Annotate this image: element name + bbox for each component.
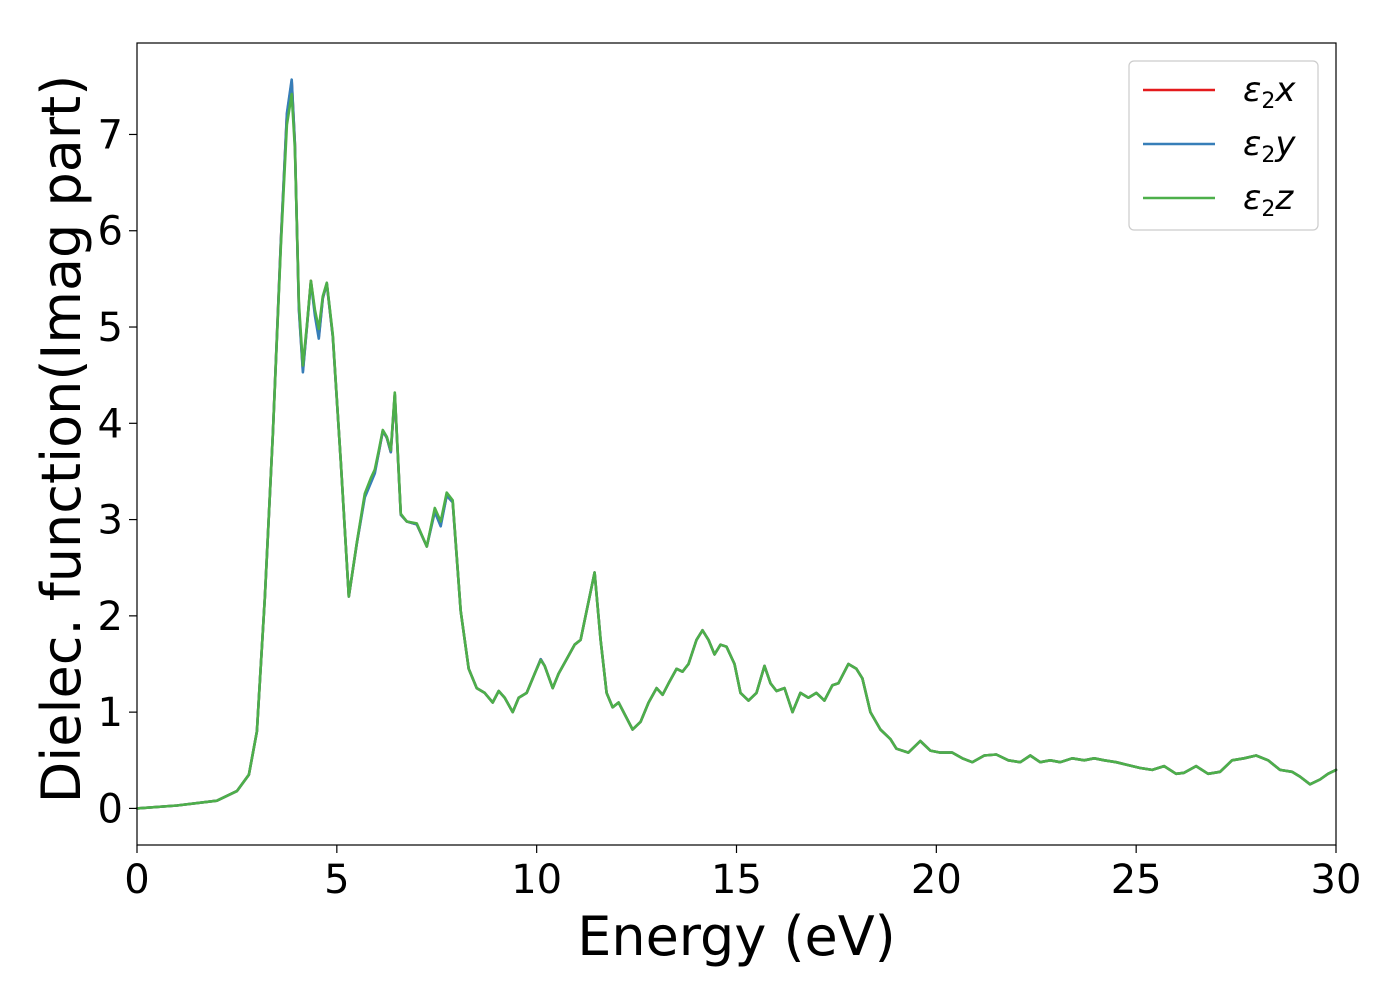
x-tick-label: 5 (324, 857, 349, 903)
x-axis-label: Energy (eV) (577, 905, 896, 968)
y-tick-label: 3 (98, 498, 123, 544)
x-tick-label: 25 (1111, 857, 1162, 903)
y-axis-label: Dielec. function(Imag part) (30, 75, 93, 804)
series-layer (135, 78, 1338, 810)
y-tick-label: 4 (98, 401, 123, 447)
y-tick-label: 0 (98, 786, 123, 832)
legend-label-z: ε2z (1243, 178, 1294, 222)
legend-label-x: ε2x (1243, 70, 1296, 114)
x-tick-label: 10 (511, 857, 562, 903)
x-axis-ticks: 0 5 10 15 20 25 30 (124, 845, 1361, 903)
x-tick-label: 15 (711, 857, 762, 903)
legend: ε2x ε2y ε2z (1128, 60, 1319, 231)
x-tick-label: 0 (124, 857, 149, 903)
y-tick-label: 7 (98, 112, 123, 158)
y-tick-label: 1 (98, 690, 123, 736)
x-tick-label: 20 (911, 857, 962, 903)
legend-box (1128, 60, 1319, 231)
y-axis-ticks: 0 1 2 3 4 5 6 7 (98, 112, 137, 832)
x-tick-label: 30 (1311, 857, 1362, 903)
series-line-z (135, 92, 1338, 810)
y-tick-label: 2 (98, 594, 123, 640)
y-tick-label: 6 (98, 209, 123, 255)
y-tick-label: 5 (98, 305, 123, 351)
legend-label-y: ε2y (1243, 124, 1296, 168)
